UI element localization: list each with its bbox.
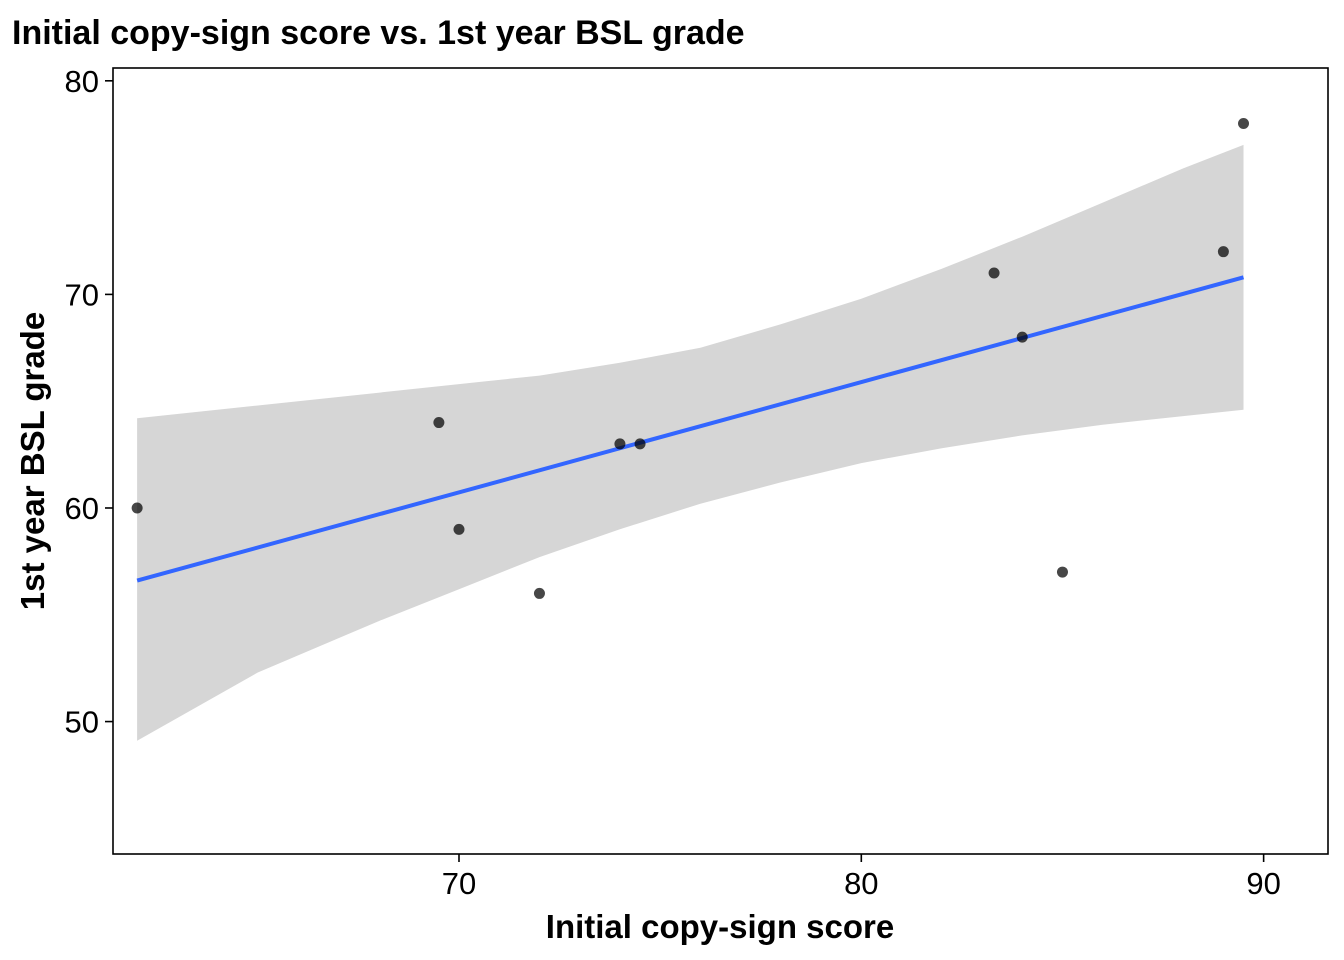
y-tick-label: 60 [65, 491, 99, 526]
data-point [453, 523, 465, 535]
data-point [614, 438, 626, 450]
data-point [1217, 246, 1229, 258]
data-point [634, 438, 646, 450]
x-axis-label: Initial copy-sign score [546, 908, 894, 945]
data-point [1016, 331, 1028, 343]
x-tick-label: 90 [1246, 866, 1280, 901]
y-tick-label: 50 [65, 705, 99, 740]
x-tick-label: 80 [844, 866, 878, 901]
data-point [131, 502, 143, 514]
data-points-layer [131, 118, 1250, 599]
plot-panel-border [112, 67, 1329, 855]
y-tick-label: 70 [65, 277, 99, 312]
confidence-band-layer [137, 144, 1244, 741]
data-point [533, 587, 545, 599]
x-tick-label: 70 [442, 866, 476, 901]
x-axis: 70 80 90 [442, 854, 1281, 901]
data-point [1056, 566, 1068, 578]
data-point [433, 417, 445, 429]
chart-title: Initial copy-sign score vs. 1st year BSL… [12, 14, 745, 52]
y-axis-label: 1st year BSL grade [14, 312, 51, 610]
data-point [988, 267, 1000, 279]
data-point [1238, 118, 1250, 130]
fit-line-layer [136, 275, 1245, 583]
confidence-band [137, 144, 1244, 741]
regression-line [136, 275, 1245, 583]
y-axis: 50 60 70 80 [65, 64, 113, 740]
y-tick-label: 80 [65, 64, 99, 99]
